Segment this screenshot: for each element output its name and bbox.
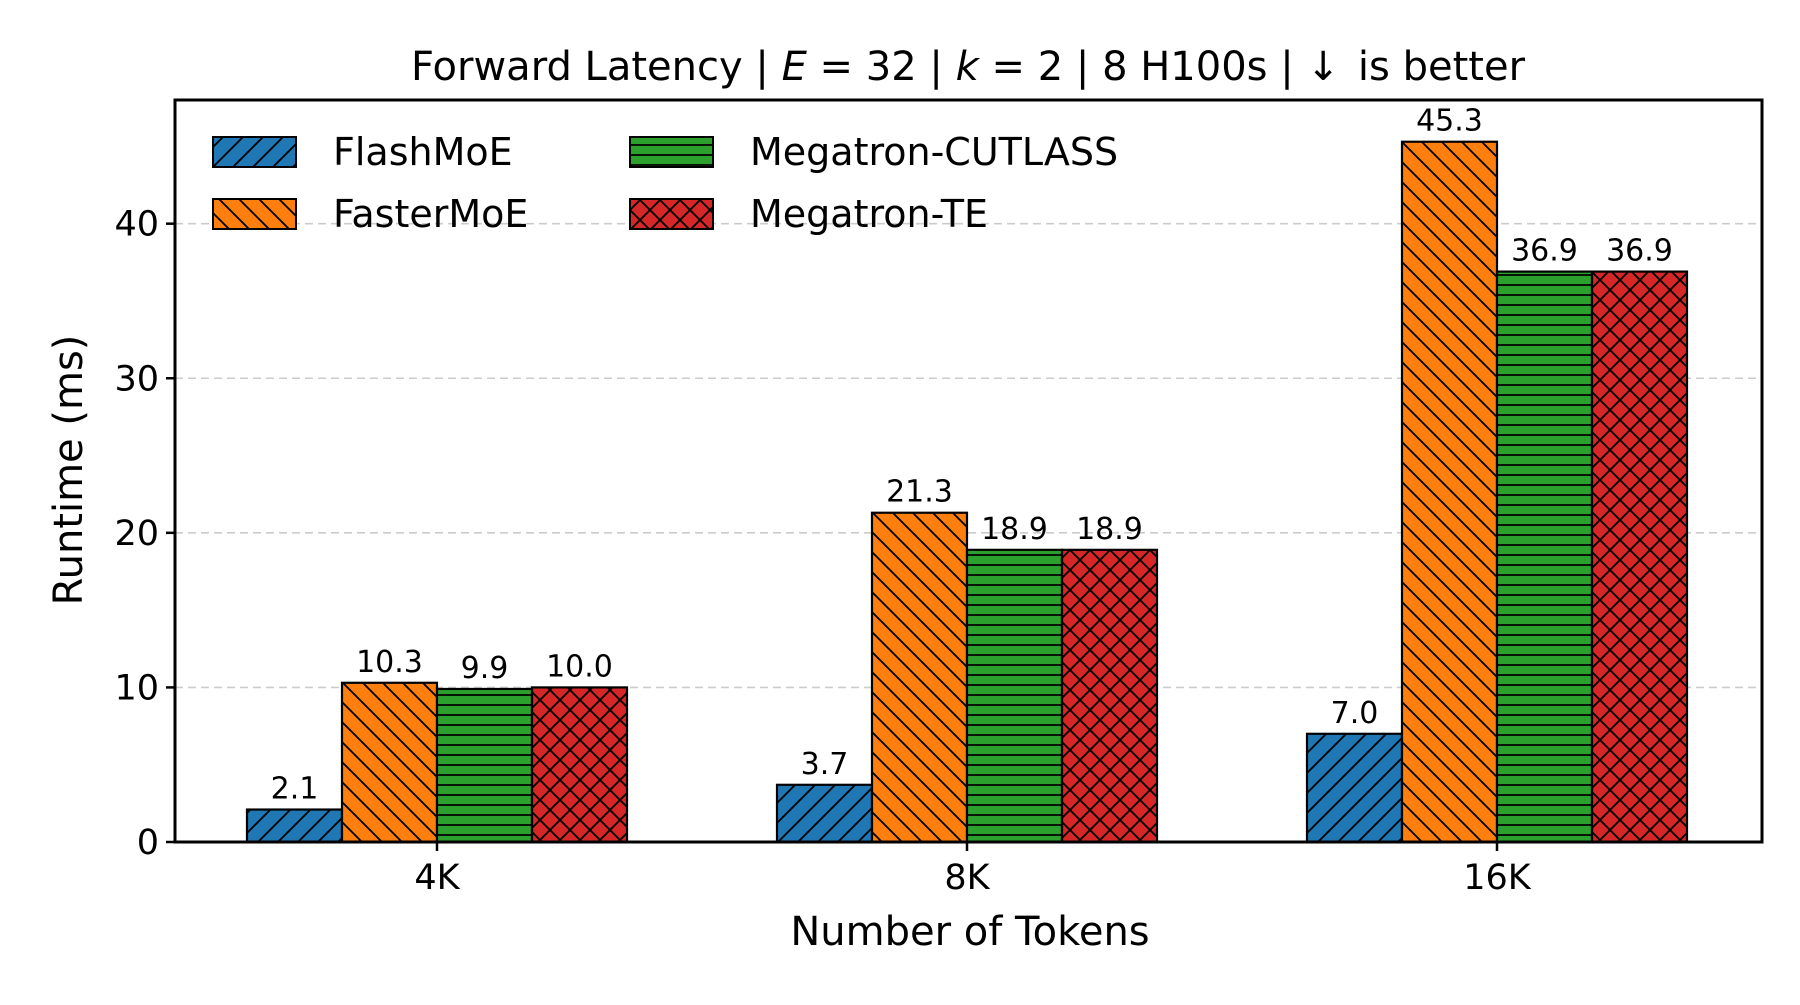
data-label: 18.9 [1076,512,1143,547]
legend-swatch-outline [212,136,297,168]
bar-flashmoe-8k-outline [775,783,874,844]
bar-megatron-te-8k-outline [1060,548,1159,844]
bar-flashmoe-16k-outline [1305,732,1404,844]
data-label: 7.0 [1331,696,1379,731]
bar-megatron-cutlass-16k-outline [1495,270,1594,844]
legend-label: FasterMoE [333,192,528,236]
y-tick-label: 20 [114,514,159,554]
y-tick-label: 0 [137,823,159,863]
legend: FlashMoE FasterMoE Megatron-CUTLASS Megatro… [212,130,1118,236]
x-axis-label: Number of Tokens [790,909,1149,955]
plot-frame [173,98,1764,844]
x-tick-label: 8K [944,858,990,898]
bars-group [245,140,1689,844]
data-labels-group: 2.1 10.3 9.9 10.0 3.7 21.3 18.9 18.9 7.0 45.3 36.9… [271,104,1673,807]
y-tick-label: 40 [114,205,159,245]
legend-label: Megatron-TE [750,192,988,236]
legend-swatch-outline [629,136,714,168]
x-axis: 4K 8K 16K [414,842,1532,898]
bar-megatron-te-4k-outline [530,686,629,844]
legend-swatch-outline [629,198,714,230]
y-tick-label: 10 [114,668,159,708]
bar-fastermoe-16k-outline [1400,140,1499,844]
data-label: 36.9 [1606,234,1673,269]
y-axis-label: Runtime (ms) [46,335,92,606]
bar-megatron-cutlass-8k-outline [965,548,1064,844]
chart-title: Forward Latency | E = 32 | k = 2 | 8 H10… [411,44,1526,90]
data-label: 18.9 [981,512,1048,547]
data-label: 36.9 [1511,234,1578,269]
legend-label: Megatron-CUTLASS [750,130,1118,174]
legend-swatch-outline [212,198,297,230]
bar-megatron-te-16k-outline [1590,270,1689,844]
data-label: 3.7 [801,747,849,782]
bar-megatron-cutlass-4k-outline [435,687,534,844]
data-label: 2.1 [271,772,319,807]
data-label: 10.3 [356,645,423,680]
y-axis: 0 10 20 30 40 [114,205,175,863]
bar-fastermoe-8k-outline [870,511,969,844]
y-tick-label: 30 [114,359,159,399]
data-label: 21.3 [886,475,953,510]
x-tick-label: 4K [414,858,460,898]
bar-fastermoe-4k-outline [340,681,439,844]
data-label: 10.0 [546,649,613,684]
legend-label: FlashMoE [333,130,513,174]
data-label: 45.3 [1416,104,1483,139]
x-tick-label: 16K [1463,858,1532,898]
data-label: 9.9 [461,651,509,686]
bar-flashmoe-4k-outline [245,808,344,844]
